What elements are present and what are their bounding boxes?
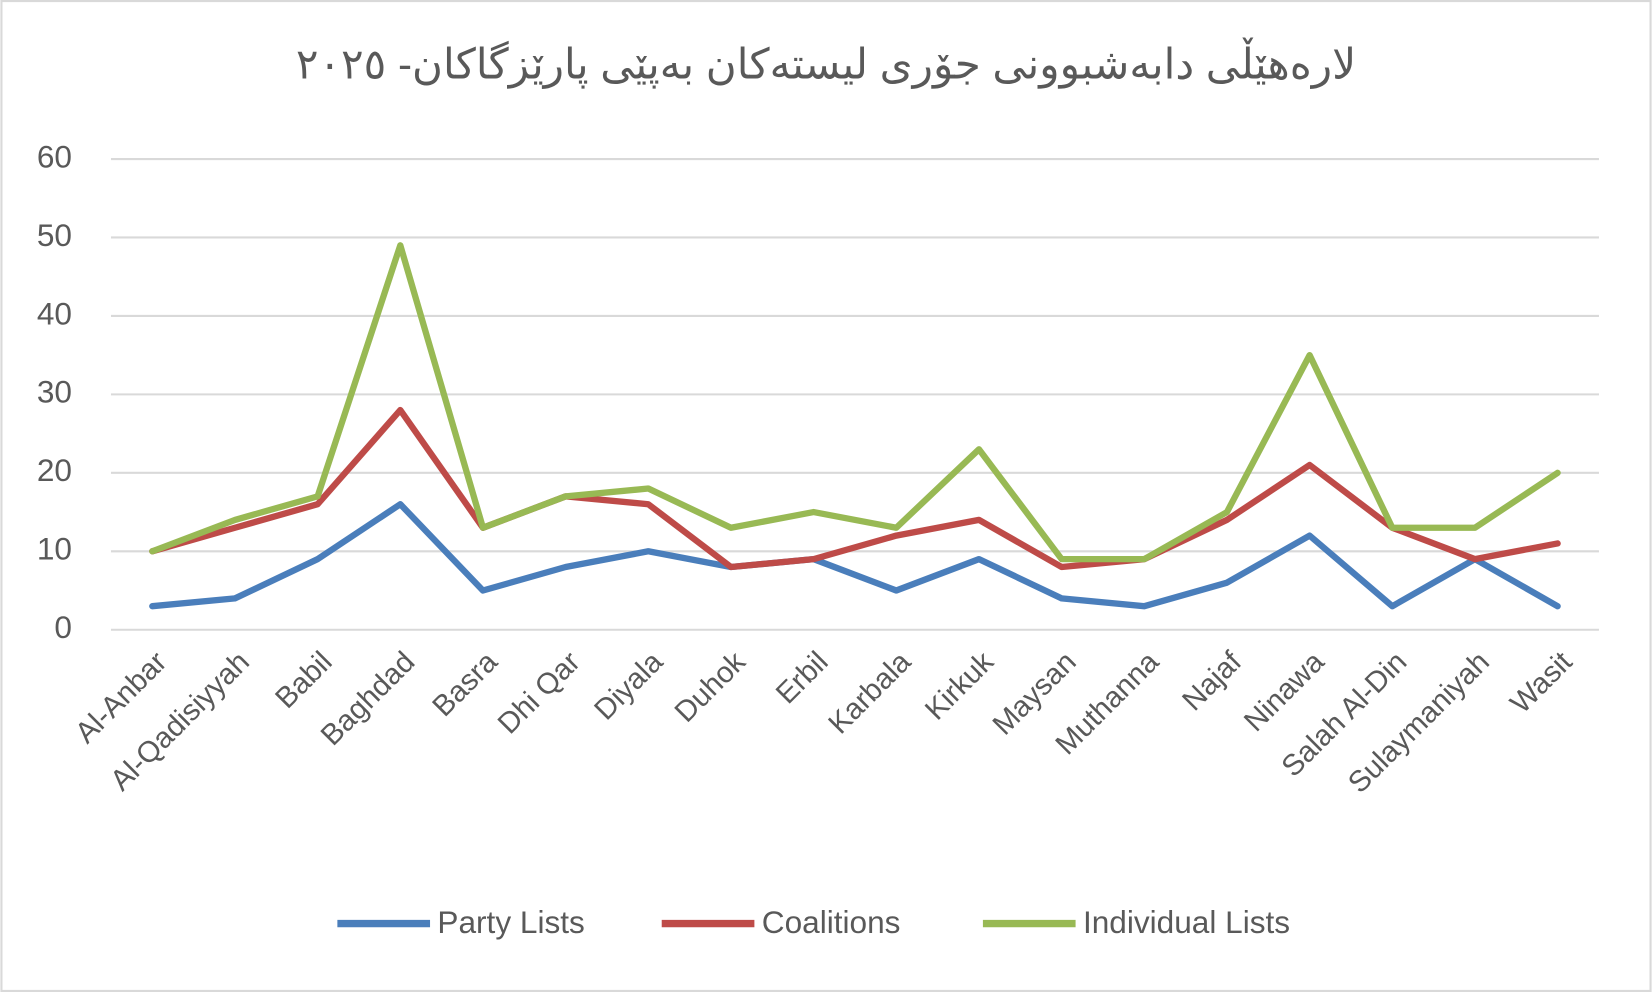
series-line bbox=[149, 501, 1561, 610]
chart-title: لارەهێڵی دابەشبوونی جۆری لیستەکان بەپێی … bbox=[296, 38, 1356, 90]
y-tick-label: 60 bbox=[37, 138, 72, 174]
plot-area bbox=[149, 242, 1561, 610]
y-tick-label: 30 bbox=[37, 374, 72, 410]
legend: Party Lists Coalitions Individual Lists bbox=[337, 904, 1290, 940]
legend-label: Individual Lists bbox=[1083, 904, 1290, 940]
y-tick-label: 50 bbox=[37, 217, 72, 253]
legend-label: Coalitions bbox=[762, 904, 901, 940]
y-tick-label: 0 bbox=[54, 609, 72, 645]
series-line bbox=[149, 406, 1561, 571]
y-tick-label: 40 bbox=[37, 295, 72, 331]
series-line bbox=[149, 242, 1561, 563]
y-tick-label: 20 bbox=[37, 452, 72, 488]
y-tick-label: 10 bbox=[37, 531, 72, 567]
legend-label: Party Lists bbox=[437, 904, 584, 940]
